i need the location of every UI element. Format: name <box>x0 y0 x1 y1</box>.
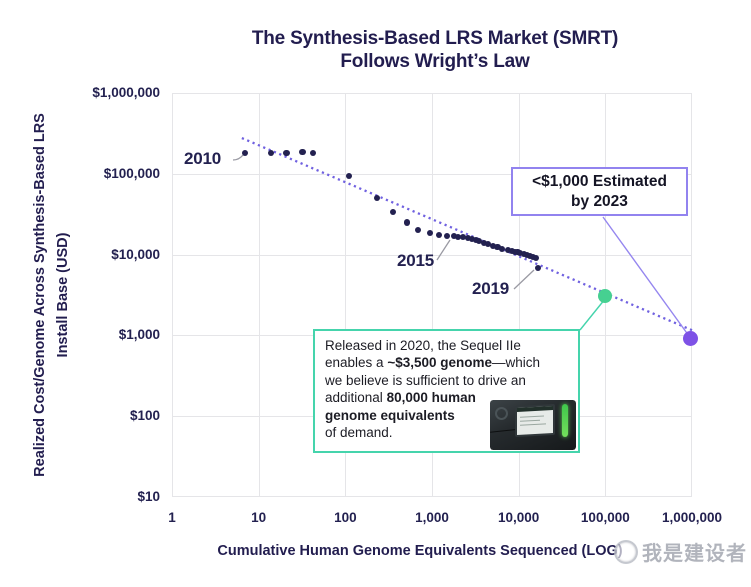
device-screen-line <box>520 419 540 422</box>
smrt-data-point <box>444 232 451 240</box>
sequel-iie-device-photo <box>490 400 576 450</box>
smrt-data-point <box>464 234 472 241</box>
smrt-data-point <box>309 149 316 157</box>
x-tick-label: 1,000 <box>415 510 449 525</box>
gridline-vertical <box>691 93 692 497</box>
smrt-data-point <box>490 242 497 250</box>
sequel-callout-segment: Released in 2020, the Sequel IIe <box>325 338 521 353</box>
x-tick-label: 100,000 <box>580 510 630 525</box>
year-label-2019: 2019 <box>472 279 510 298</box>
x-tick-label: 10 <box>251 510 267 525</box>
sequel-callout-text: Released in 2020, the Sequel IIe enables … <box>325 337 577 441</box>
smrt-data-point <box>299 148 306 156</box>
device-emblem-icon <box>495 407 508 420</box>
smrt-data-point <box>520 250 527 257</box>
y-tick-label: $100 <box>129 408 160 424</box>
smrt-data-point <box>498 245 505 253</box>
estimate-callout-line1: <$1,000 Estimated <box>532 172 667 190</box>
smrt-data-point <box>454 233 462 241</box>
chart-title-line2: Follows Wright’s Law <box>340 51 530 72</box>
sequel-callout-segment: of demand. <box>325 425 393 441</box>
gridline-vertical <box>258 93 260 497</box>
y-tick-label: $100,000 <box>103 165 160 181</box>
x-tick-label: 1,000,000 <box>661 510 723 525</box>
smrt-data-point <box>283 149 290 157</box>
smrt-data-point <box>435 231 442 239</box>
smrt-data-point <box>242 149 249 157</box>
chart-title: The Synthesis-Based LRS Market (SMRT) Fo… <box>115 27 751 73</box>
year-label-2010: 2010 <box>184 149 222 168</box>
smrt-data-point <box>468 235 476 243</box>
sequel-callout-segment: enables a <box>325 355 388 371</box>
sequel-callout-segment: we believe is sufficient to drive an <box>325 372 526 388</box>
watermark-text: 我是建设者 <box>642 543 747 565</box>
smrt-data-point <box>484 240 491 248</box>
smrt-data-point <box>426 229 434 237</box>
smrt-data-point <box>517 249 524 256</box>
smrt-data-point <box>534 265 542 272</box>
x-axis-title: Cumulative Human Genome Equivalents Sequ… <box>217 543 623 559</box>
device-status-light <box>562 404 568 437</box>
y-tick-label: $10,000 <box>111 246 160 262</box>
chart-title-line1: The Synthesis-Based LRS Market (SMRT) <box>251 28 619 49</box>
smrt-data-point <box>373 195 380 202</box>
smrt-data-point <box>389 208 397 215</box>
estimate-2023-point <box>682 330 698 346</box>
watermark-logo-icon <box>614 539 638 564</box>
sequel-callout-segment: genome equivalents <box>325 407 455 423</box>
y-tick-label: $1,000 <box>118 327 160 343</box>
estimate-2023-callout: <$1,000 Estimated by 2023 <box>511 167 688 216</box>
sequel-callout-segment: ~$3,500 genome <box>387 355 492 371</box>
sequel-callout-segment: —which <box>492 355 541 371</box>
smrt-data-point <box>404 219 411 226</box>
gridline-horizontal <box>172 496 692 497</box>
smrt-data-point <box>460 233 467 241</box>
x-tick-label: 1 <box>168 510 176 525</box>
smrt-data-point <box>268 149 275 157</box>
y-tick-label: $10 <box>137 489 160 504</box>
smrt-data-point <box>451 232 458 240</box>
y-tick-label: $1,000,000 <box>92 85 160 100</box>
x-tick-label: 100 <box>334 510 357 525</box>
gridline-horizontal <box>172 93 692 94</box>
smrt-data-point <box>414 227 422 234</box>
x-tick-label: 10,000 <box>498 510 540 525</box>
smrt-data-point <box>494 243 501 251</box>
estimate-callout-line2: by 2023 <box>571 192 628 210</box>
smrt-data-point <box>481 239 488 247</box>
device-screen-header <box>517 406 553 412</box>
gridline-vertical <box>172 93 173 497</box>
smrt-data-point <box>472 236 479 243</box>
smrt-data-point <box>504 246 511 254</box>
device-screen-line <box>520 423 546 426</box>
device-screen-line <box>520 415 544 418</box>
watermark: 我是建设者 <box>614 537 747 566</box>
sequel-callout-segment: additional <box>325 390 387 406</box>
smrt-data-point <box>532 254 539 261</box>
device-screen <box>515 403 555 438</box>
sequel-callout-segment: 80,000 human <box>386 390 476 406</box>
smrt-data-point <box>345 172 352 180</box>
sequel-iie-point <box>598 288 613 303</box>
smrt-data-point <box>476 237 483 245</box>
year-label-2015: 2015 <box>397 251 435 270</box>
sequel-iie-callout: Released in 2020, the Sequel IIe enables … <box>313 329 580 453</box>
